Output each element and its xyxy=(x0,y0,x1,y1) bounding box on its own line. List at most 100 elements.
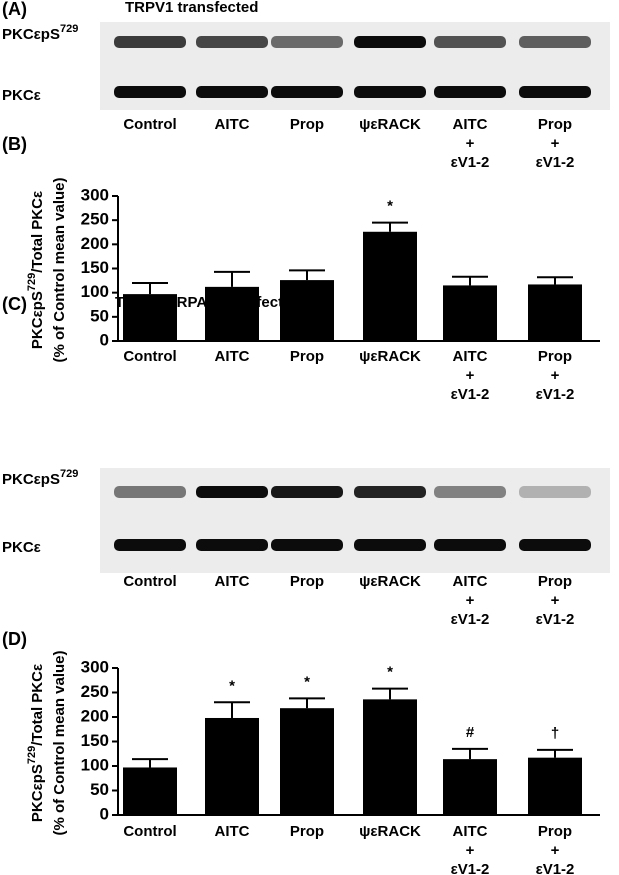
blot-band xyxy=(354,486,426,498)
y-tick-label: 50 xyxy=(90,306,109,325)
blot-row-label-part: PKCε xyxy=(2,87,41,104)
x-tick-label: AITC xyxy=(215,823,250,840)
blot-band xyxy=(354,86,426,98)
x-tick-label: εV1-2 xyxy=(451,861,490,875)
lane-label: AITC xyxy=(215,573,250,590)
x-tick-label: Prop xyxy=(538,823,572,840)
x-tick-label: AITC xyxy=(453,823,488,840)
panel-label: (A) xyxy=(2,0,27,19)
y-axis-label-part: 729 xyxy=(26,273,38,291)
bar xyxy=(205,717,259,815)
blot-row-label-part: 729 xyxy=(60,23,78,35)
lane-label: AITC xyxy=(453,573,488,590)
x-tick-label: ψεRACK xyxy=(359,823,421,840)
x-tick-label: εV1-2 xyxy=(536,861,575,875)
x-tick-label: εV1-2 xyxy=(536,386,575,403)
annotation: * xyxy=(229,677,235,694)
blot-row-label-part: PKCεpS xyxy=(2,471,60,488)
x-tick-label: Prop xyxy=(538,348,572,365)
blot-band xyxy=(434,486,506,498)
blot-row-label: PKCεpS729 xyxy=(2,468,78,488)
y-axis-label: PKCεpS729/Total PKCε xyxy=(26,191,46,349)
y-tick-label: 250 xyxy=(81,210,109,229)
lane-label: + xyxy=(466,135,475,152)
bar xyxy=(280,280,334,341)
blot-band xyxy=(196,86,268,98)
blot-band xyxy=(196,539,268,551)
lane-label: AITC xyxy=(215,116,250,133)
x-tick-label: Prop xyxy=(290,348,324,365)
y-axis-label: (% of Control mean value) xyxy=(51,177,68,362)
lane-label: εV1-2 xyxy=(536,154,575,171)
blot-band xyxy=(354,539,426,551)
lane-label: + xyxy=(551,135,560,152)
blot-row-label-part: 729 xyxy=(60,468,78,480)
blot-row-label: PKCε xyxy=(2,539,41,556)
lane-label: Prop xyxy=(290,116,324,133)
annotation: * xyxy=(304,673,310,690)
bar xyxy=(443,759,497,815)
y-axis-label: (% of Control mean value) xyxy=(51,650,68,835)
y-axis-label-part: PKCεpS xyxy=(29,764,46,822)
lane-label: Prop xyxy=(538,573,572,590)
bar xyxy=(205,286,259,341)
y-tick-label: 200 xyxy=(81,234,109,253)
y-tick-label: 100 xyxy=(81,755,109,774)
y-axis-label-part: PKCεpS xyxy=(29,291,46,349)
panel-label: (D) xyxy=(2,629,27,649)
bar xyxy=(363,231,417,341)
blot-band xyxy=(354,36,426,48)
lane-label: Control xyxy=(123,116,176,133)
bar xyxy=(123,767,177,815)
x-tick-label: Control xyxy=(123,823,176,840)
lane-label: εV1-2 xyxy=(451,154,490,171)
y-tick-label: 100 xyxy=(81,282,109,301)
x-tick-label: + xyxy=(466,842,475,859)
blot-band xyxy=(196,36,268,48)
bar xyxy=(280,708,334,815)
y-tick-label: 300 xyxy=(81,185,109,204)
annotation: † xyxy=(551,725,559,742)
panel-label: (C) xyxy=(2,294,27,314)
blot-band xyxy=(519,36,591,48)
lane-label: εV1-2 xyxy=(451,611,490,628)
annotation: * xyxy=(387,664,393,681)
y-axis-label-part: 729 xyxy=(26,746,38,764)
x-tick-label: + xyxy=(551,842,560,859)
bar xyxy=(528,284,582,341)
lane-label: + xyxy=(466,592,475,609)
blot-band xyxy=(519,86,591,98)
blot-band xyxy=(271,539,343,551)
bar xyxy=(123,294,177,341)
annotation: # xyxy=(466,724,475,741)
bar xyxy=(528,757,582,815)
x-tick-label: AITC xyxy=(453,348,488,365)
bar xyxy=(363,699,417,815)
lane-label: Prop xyxy=(538,116,572,133)
blot-row-label: PKCε xyxy=(2,87,41,104)
blot-row-label: PKCεpS729 xyxy=(2,23,78,43)
x-tick-label: εV1-2 xyxy=(451,386,490,403)
x-tick-label: AITC xyxy=(215,348,250,365)
y-tick-label: 250 xyxy=(81,682,109,701)
y-tick-label: 300 xyxy=(81,657,109,676)
blot-band xyxy=(434,86,506,98)
blot-band xyxy=(271,36,343,48)
blot-band xyxy=(434,539,506,551)
blot-band xyxy=(519,486,591,498)
x-tick-label: + xyxy=(466,367,475,384)
blot-row-label-part: PKCε xyxy=(2,539,41,556)
x-tick-label: ψεRACK xyxy=(359,348,421,365)
y-tick-label: 0 xyxy=(100,330,109,349)
blot-image xyxy=(100,468,610,573)
y-tick-label: 200 xyxy=(81,706,109,725)
blot-band xyxy=(114,539,186,551)
blot-band xyxy=(271,86,343,98)
blot-band xyxy=(114,36,186,48)
blot-title: TRPV1 transfected xyxy=(125,0,258,16)
lane-label: ψεRACK xyxy=(359,573,421,590)
panel-label: (B) xyxy=(2,134,27,154)
y-tick-label: 0 xyxy=(100,804,109,823)
x-tick-label: Control xyxy=(123,348,176,365)
